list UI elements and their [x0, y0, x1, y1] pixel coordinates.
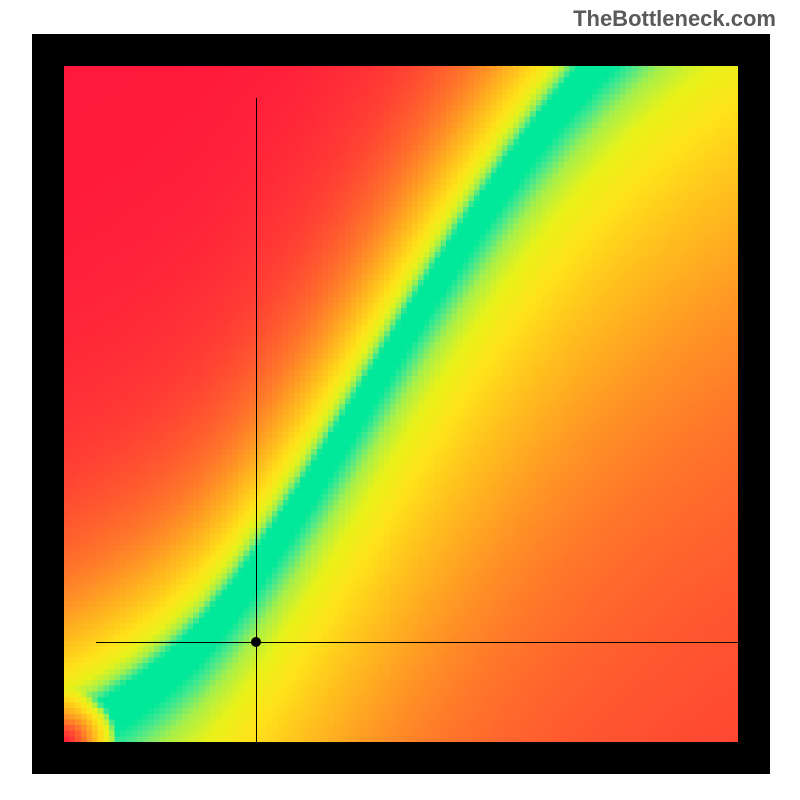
watermark-text: TheBottleneck.com: [573, 6, 776, 32]
crosshair-horizontal: [96, 642, 770, 643]
chart-container: TheBottleneck.com: [0, 0, 800, 800]
heatmap-canvas: [64, 66, 738, 742]
plot-area: [32, 34, 770, 774]
crosshair-vertical: [256, 98, 257, 774]
selected-point-marker: [251, 637, 261, 647]
